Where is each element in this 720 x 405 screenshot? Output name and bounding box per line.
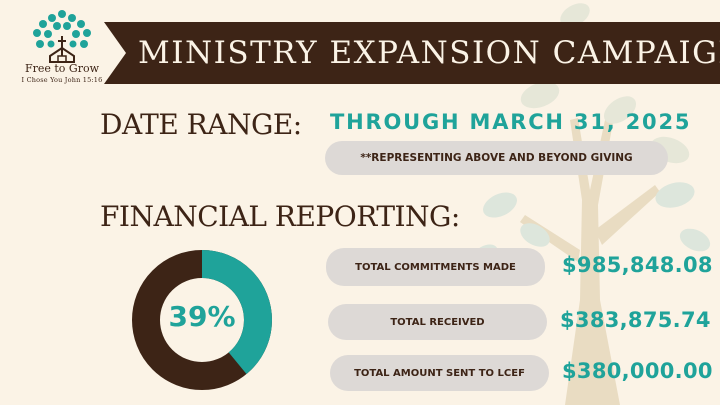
title-banner <box>104 22 720 84</box>
date-range-note: **REPRESENTING ABOVE AND BEYOND GIVING <box>325 141 668 175</box>
logo-tagline: I Chose You John 15:16 <box>21 76 103 84</box>
page-title: MINISTRY EXPANSION CAMPAIGN <box>138 35 720 71</box>
total-commitments-amount: $985,848.08 <box>562 253 713 277</box>
donut-percent-label: 39% <box>168 300 236 333</box>
financial-reporting-label: FINANCIAL REPORTING: <box>100 200 460 233</box>
tree-church-icon <box>33 10 91 63</box>
total-received-label: TOTAL RECEIVED <box>328 304 547 340</box>
total-sent-lcef-amount: $380,000.00 <box>562 359 713 383</box>
date-range-label: DATE RANGE: <box>100 108 302 141</box>
progress-donut <box>132 250 272 390</box>
total-commitments-label: TOTAL COMMITMENTS MADE <box>326 248 545 286</box>
donut-progress-arc <box>132 250 272 390</box>
date-range-value: THROUGH MARCH 31, 2025 <box>330 110 692 134</box>
total-received-amount: $383,875.74 <box>560 308 711 332</box>
total-sent-lcef-label: TOTAL AMOUNT SENT TO LCEF <box>330 355 549 391</box>
logo-name: Free to Grow <box>24 62 100 75</box>
